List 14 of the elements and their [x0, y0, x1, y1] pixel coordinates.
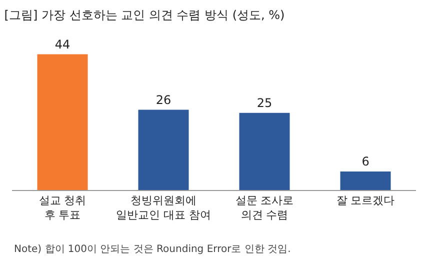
x-tick-label: 청빙위원회에 일반교인 대표 참여: [116, 194, 211, 222]
x-tick-label: 설문 조사로 의견 수렴: [235, 194, 294, 222]
x-tick-label: 설교 청취 후 투표: [38, 194, 86, 222]
bar: [37, 54, 88, 190]
x-tick-label: 잘 모르겠다: [336, 194, 395, 208]
bar: [340, 171, 391, 190]
data-label: 44: [54, 37, 70, 52]
chart-title: [그림] 가장 선호하는 교인 의견 수렴 방식 (성도, %): [4, 8, 285, 22]
bar: [239, 112, 290, 190]
text: Note) 합이 100이 안되는 것은 Rounding Error로 인한 것임.: [14, 244, 291, 255]
data-label: 6: [362, 154, 370, 168]
data-label: 25: [256, 96, 272, 110]
data-label: 26: [156, 92, 172, 107]
bar: [138, 110, 189, 190]
